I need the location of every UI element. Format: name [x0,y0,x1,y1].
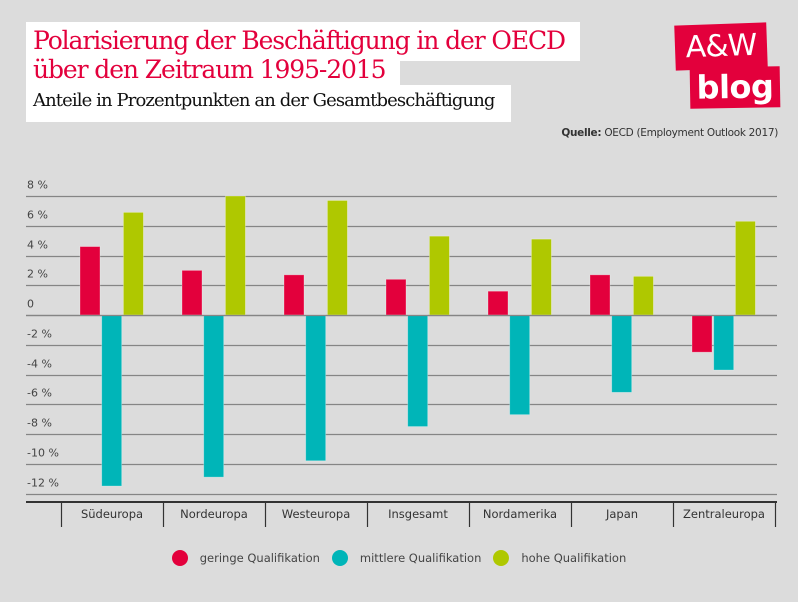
source-label: Quelle: [561,127,602,139]
bar-geringe [283,274,305,316]
x-tick-label: Nordeuropa [180,507,248,521]
y-tick-label: 8 % [27,179,48,192]
legend-item-low: geringe Qualifikation [171,550,320,566]
bar-geringe [589,274,611,316]
bar-mittlere [713,314,735,371]
bar-mittlere [509,314,531,416]
bar-geringe [385,278,407,316]
legend-dot-high [493,550,510,566]
y-tick-label: -6 % [27,387,52,400]
legend: geringe Qualifikation mittlere Qualifika… [0,550,798,566]
chart-title-line1: Polarisierung der Beschäftigung in der O… [33,26,566,55]
y-tick-label: -8 % [27,417,52,430]
y-tick-label: 4 % [27,239,48,252]
bar-mittlere [407,314,429,427]
x-tick-label: Japan [605,507,638,521]
y-tick-label: -4 % [27,358,52,371]
x-tick-label: Zentraleuropa [683,507,765,521]
bar-mittlere [611,314,633,393]
bar-geringe [79,246,101,316]
x-tick-label: Nordamerika [483,507,557,521]
legend-item-high: hohe Qualifikation [493,550,626,566]
y-tick-label: 6 % [27,209,48,222]
title-box-line2: über den Zeitraum 1995-2015 [26,55,400,85]
bar-hohe [326,200,348,316]
source-text: OECD (Employment Outlook 2017) [604,127,778,139]
legend-label-low: geringe Qualifikation [199,551,320,565]
bar-hohe [633,275,654,316]
legend-label-medium: mittlere Qualifikation [359,551,482,565]
title-box-line1: Polarisierung der Beschäftigung in der O… [26,22,580,61]
y-tick-label: -12 % [27,477,59,490]
bar-mittlere [203,314,225,478]
chart-title-line2: über den Zeitraum 1995-2015 [33,55,387,84]
y-tick-label: 2 % [27,268,48,281]
chart-subtitle: Anteile in Prozentpunkten an der Gesamtb… [33,90,495,111]
bar-geringe [487,290,509,316]
bar-hohe [123,211,144,316]
y-tick-label: 0 [27,298,34,311]
bar-geringe [691,314,713,353]
x-tick-label: Insgesamt [388,507,448,521]
bar-hohe [428,235,450,316]
y-tick-label: -2 % [27,328,52,341]
bar-hohe [735,220,756,316]
x-tick-label: Südeuropa [81,507,143,521]
bar-hohe [531,238,552,316]
bar-geringe [181,269,203,316]
y-tick-label: -10 % [27,447,59,460]
legend-label-high: hohe Qualifikation [521,551,627,565]
legend-dot-medium [331,550,348,566]
subtitle-box: Anteile in Prozentpunkten an der Gesamtb… [26,85,511,122]
bar-mittlere [305,314,327,462]
legend-dot-low [171,550,188,566]
bar-mittlere [101,314,123,487]
source-note: Quelle: OECD (Employment Outlook 2017) [561,127,778,139]
legend-item-medium: mittlere Qualifikation [331,550,482,566]
bar-hohe [224,195,246,316]
x-tick-label: Westeuropa [282,507,351,521]
